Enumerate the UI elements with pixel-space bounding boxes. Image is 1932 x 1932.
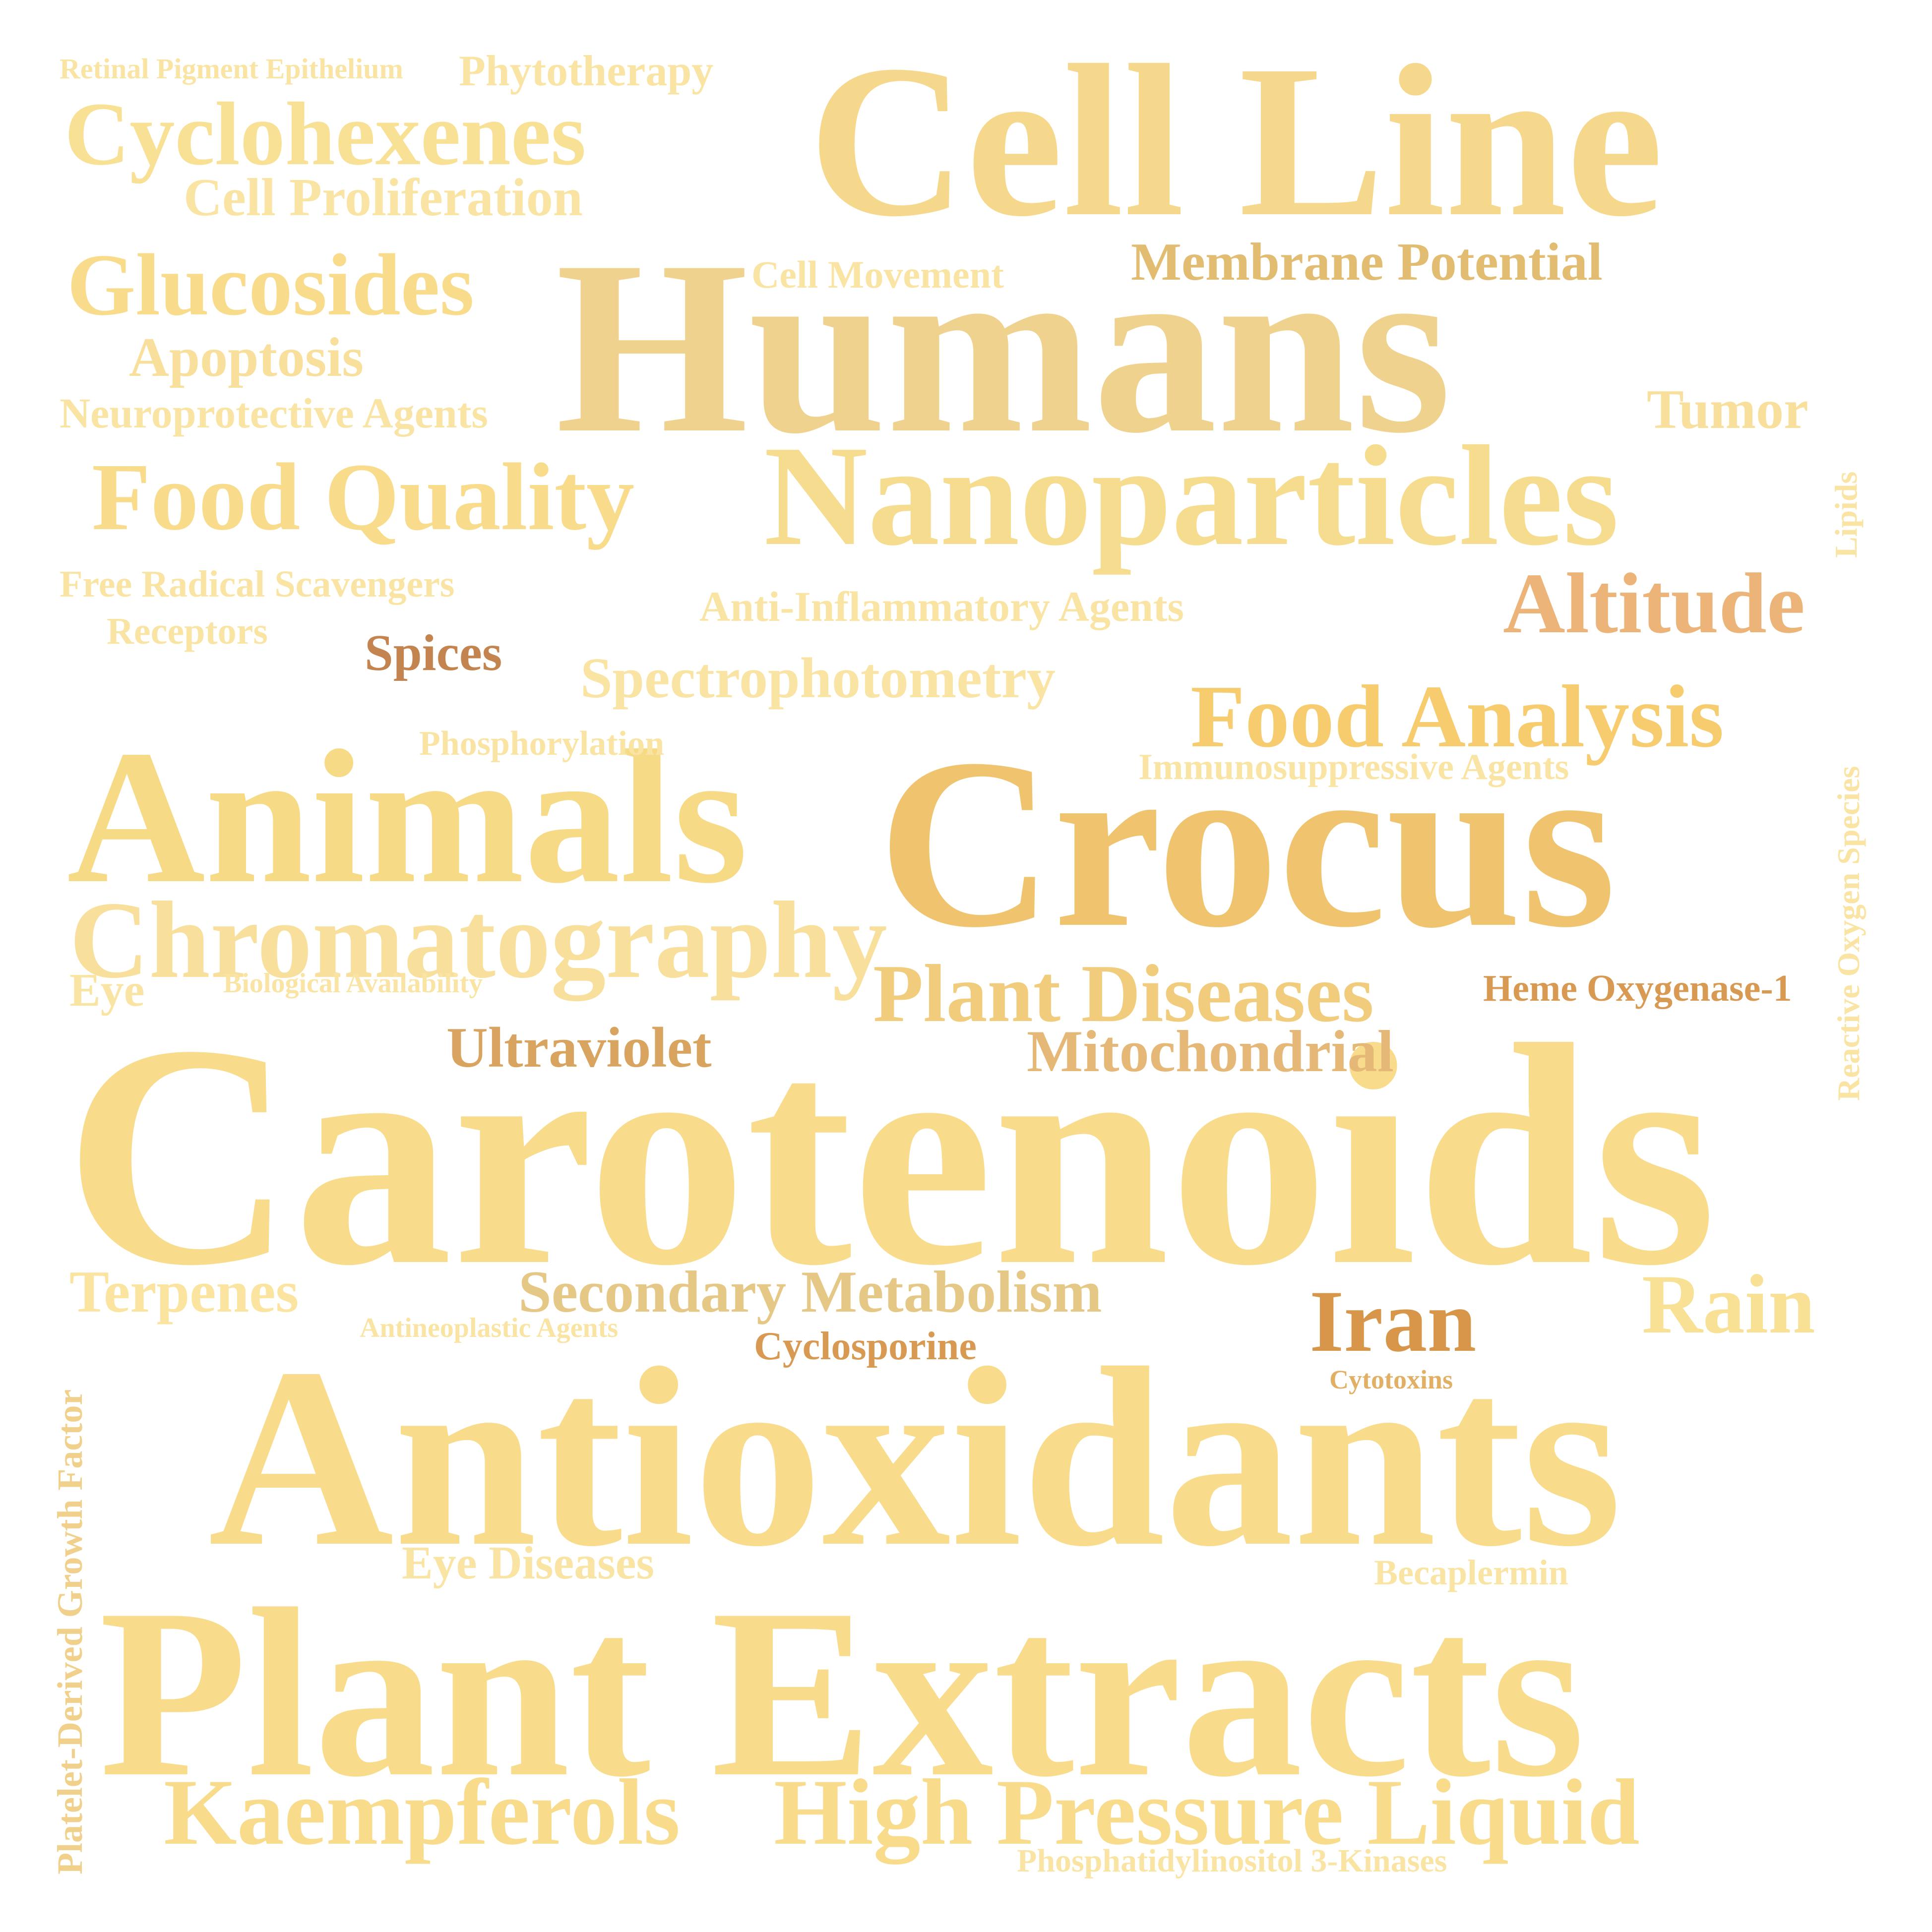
word-cell-movement: Cell Movement	[751, 253, 1004, 296]
word-retinal-pigment-epithelium: Retinal Pigment Epithelium	[60, 53, 403, 85]
word-cytotoxins: Cytotoxins	[1329, 1365, 1453, 1394]
word-eye: Eye	[69, 965, 145, 1016]
word-food-analysis: Food Analysis	[1190, 667, 1724, 766]
word-high-pressure-liquid: High Pressure Liquid	[774, 1760, 1640, 1865]
word-phytotherapy: Phytotherapy	[459, 47, 714, 95]
word-antioxidants: Antioxidants	[208, 1315, 1622, 1600]
word-receptors: Receptors	[107, 610, 268, 652]
word-neuroprotective-agents: Neuroprotective Agents	[60, 389, 488, 437]
word-animals: Animals	[67, 711, 748, 923]
word-lipids: Lipids	[1828, 471, 1864, 558]
word-secondary-metabolism: Secondary Metabolism	[518, 1259, 1102, 1325]
word-food-quality: Food Quality	[92, 443, 635, 550]
word-kaempferols: Kaempferols	[164, 1760, 681, 1865]
word-platelet-derived-growth-factor: Platelet-Derived Growth Factor	[50, 1389, 90, 1874]
word-antineoplastic-agents: Antineoplastic Agents	[360, 1313, 619, 1343]
word-plant-extracts: Plant Extracts	[99, 1559, 1585, 1827]
word-ultraviolet: Ultraviolet	[446, 1016, 712, 1080]
word-spices: Spices	[365, 624, 502, 681]
word-spectrophotometry: Spectrophotometry	[580, 647, 1056, 710]
word-cell-line: Cell Line	[809, 20, 1664, 262]
word-altitude: Altitude	[1503, 555, 1805, 651]
word-becaplermin: Becaplermin	[1374, 1553, 1568, 1592]
word-humans: Humans	[556, 210, 1452, 484]
word-heme-oxygenase-1: Heme Oxygenase-1	[1483, 967, 1792, 1009]
word-phosphatidylinositol-3-kinases: Phosphatidylinositol 3-Kinases	[1017, 1843, 1447, 1879]
word-cell-proliferation: Cell Proliferation	[184, 168, 583, 227]
word-iran: Iran	[1309, 1272, 1477, 1370]
word-tumor: Tumor	[1647, 379, 1808, 440]
word-phosphorylation: Phosphorylation	[419, 724, 664, 763]
word-cyclohexenes: Cyclohexenes	[64, 84, 586, 184]
word-apoptosis: Apoptosis	[129, 327, 364, 388]
word-nanoparticles: Nanoparticles	[764, 416, 1619, 575]
word-eye-diseases: Eye Diseases	[402, 1537, 655, 1589]
word-terpenes: Terpenes	[69, 1259, 299, 1325]
word-immunosuppressive-agents: Immunosuppressive Agents	[1138, 747, 1569, 787]
word-rain: Rain	[1642, 1258, 1815, 1351]
word-anti-inflammatory-agents: Anti-Inflammatory Agents	[699, 583, 1184, 630]
word-reactive-oxygen-species: Reactive Oxygen Species	[1831, 766, 1866, 1101]
word-glucosides: Glucosides	[67, 236, 474, 334]
word-chromatography: Chromatography	[69, 879, 887, 1001]
word-crocus: Crocus	[878, 708, 1617, 977]
word-free-radical-scavengers: Free Radical Scavengers	[60, 563, 455, 605]
word-membrane-potential: Membrane Potential	[1131, 233, 1603, 292]
word-mitochondrial: Mitochondrial	[1027, 1018, 1394, 1084]
word-plant-diseases: Plant Diseases	[873, 948, 1374, 1039]
word-cyclosporine: Cyclosporine	[754, 1325, 977, 1368]
word-carotenoids: Carotenoids	[64, 980, 1717, 1331]
word-biological-availability: Biological Availability	[223, 968, 483, 999]
